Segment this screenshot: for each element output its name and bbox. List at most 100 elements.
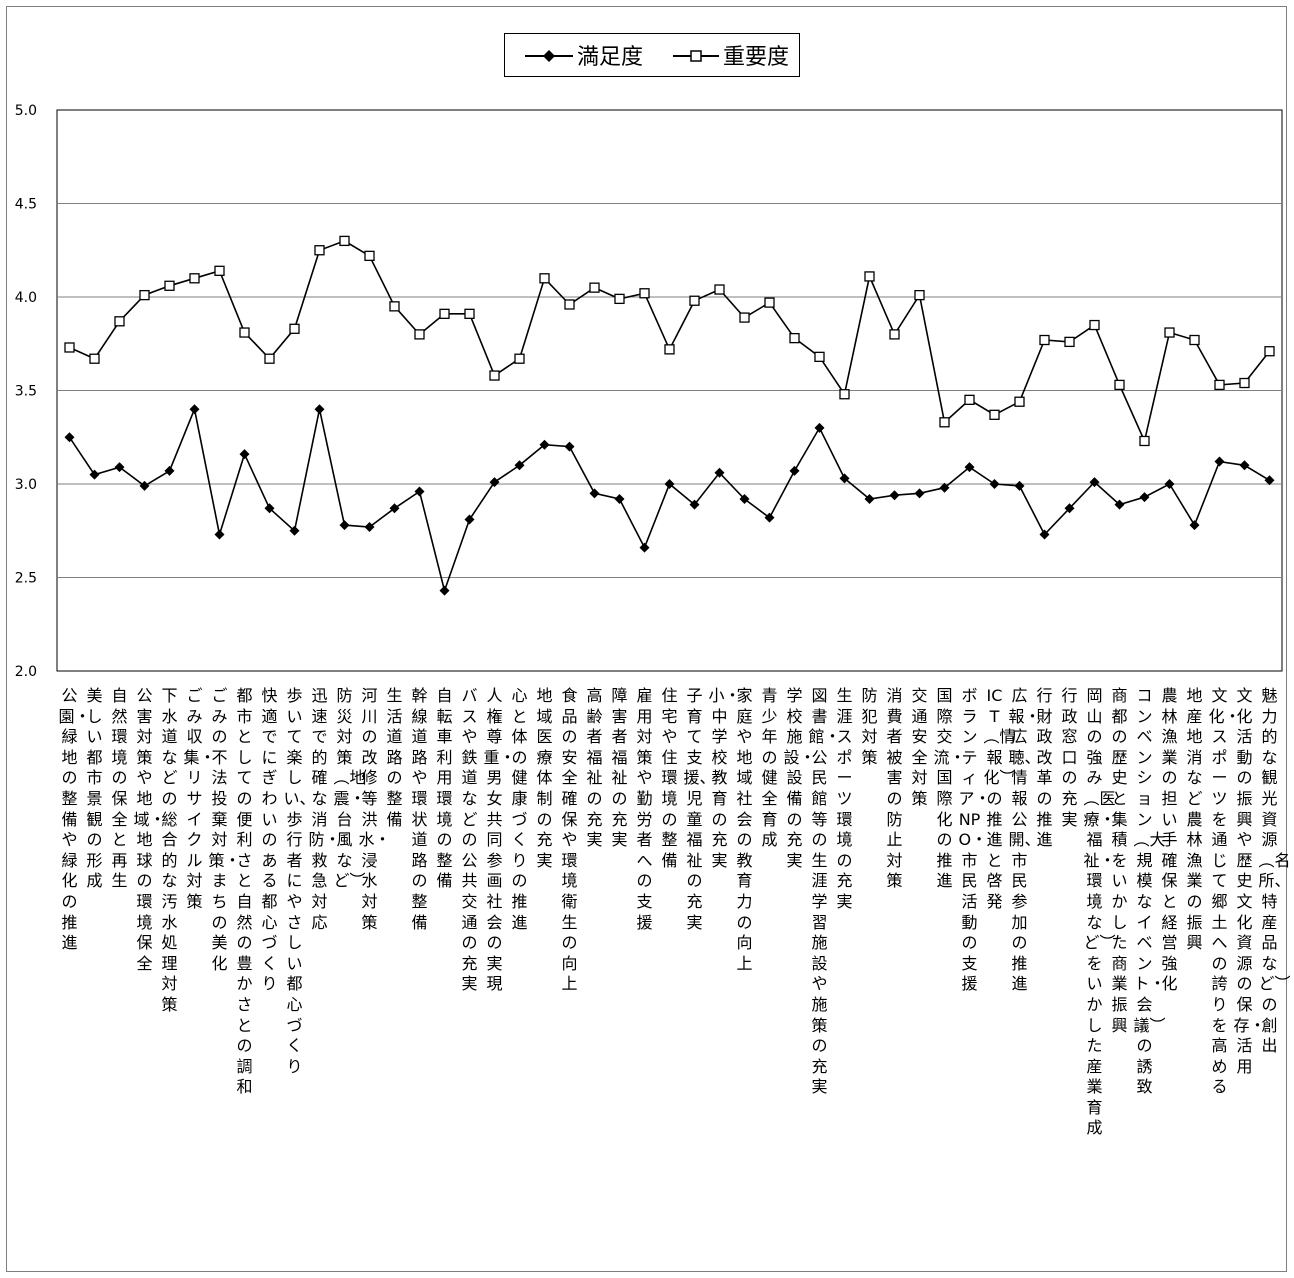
x-category-label: 食品の安全確保や環境衛生の向上 <box>561 686 578 994</box>
importance-point <box>1064 336 1075 348</box>
importance-point <box>814 351 825 362</box>
importance-point <box>89 353 100 364</box>
satisfaction-point <box>1089 477 1100 488</box>
x-category-label: 高齢者福祉の充実 <box>586 686 603 850</box>
legend: 満足度 重要度 <box>504 33 800 77</box>
importance-point <box>464 308 475 319</box>
importance-point <box>539 273 550 284</box>
importance-point <box>314 245 325 256</box>
satisfaction-point <box>764 512 775 523</box>
x-category-label: 心と体の健康づくりの推進 <box>511 686 528 932</box>
satisfaction-point <box>439 585 450 596</box>
satisfaction-point <box>714 467 725 478</box>
y-tick-label: 5.0 <box>15 103 37 119</box>
satisfaction-point <box>389 503 400 514</box>
satisfaction-point <box>564 441 575 452</box>
y-tick-label: 3.5 <box>15 384 37 400</box>
importance-point <box>1089 319 1100 331</box>
satisfaction-point <box>1214 456 1225 467</box>
importance-point <box>489 370 500 381</box>
importance-point <box>389 301 400 312</box>
satisfaction-point <box>1114 499 1125 510</box>
satisfaction-point <box>1164 479 1175 489</box>
importance-point <box>64 342 75 353</box>
importance-point <box>239 327 250 338</box>
y-tick-label: 3.0 <box>15 477 37 493</box>
chart-frame <box>6 6 1287 1272</box>
x-category-label: 地域医療体制の充実 <box>536 686 553 870</box>
x-category-label: 防災対策︵地震・台風など︶ <box>333 686 366 891</box>
x-category-label: 生涯スポーツ環境の充実 <box>836 686 853 911</box>
x-category-label: 小・中学校教育の充実 <box>708 686 741 870</box>
x-category-label: ボランティア・NPO・市民活動の支援 <box>958 686 991 994</box>
satisfaction-point <box>289 525 300 536</box>
satisfaction-point <box>814 422 825 433</box>
x-category-label: 地産地消など農林漁業の振興 <box>1186 686 1203 953</box>
importance-point <box>964 394 975 406</box>
satisfaction-point <box>414 486 425 497</box>
x-category-label: ごみ収集・リサイクル対策 <box>183 686 216 911</box>
x-category-label: 美しい都市景観の形成 <box>86 686 103 891</box>
x-category-label: 広報・広聴、情報公開、市民参加の推進 <box>1008 686 1041 994</box>
x-category-label: 河川の改修等洪水・浸水対策 <box>358 686 391 932</box>
satisfaction-point <box>514 460 525 471</box>
x-category-label: 障害者福祉の充実 <box>611 686 628 850</box>
importance-point <box>1214 379 1225 391</box>
importance-point <box>864 271 875 282</box>
satisfaction-point <box>1264 475 1275 486</box>
importance-point <box>189 273 200 284</box>
satisfaction-point <box>1014 480 1025 491</box>
satisfaction-point <box>89 469 100 480</box>
legend-label-importance: 重要度 <box>723 45 789 70</box>
x-category-label: 迅速で的確な消防・救急対応 <box>308 686 341 932</box>
importance-point <box>214 265 225 276</box>
importance-point <box>914 289 925 301</box>
x-category-label: 人権尊重・男女共同参画社会の実現 <box>483 686 516 994</box>
importance-point <box>614 293 625 305</box>
x-category-label: 子育て支援、児童福祉の充実 <box>683 686 716 932</box>
satisfaction-point <box>539 439 550 450</box>
importance-point <box>114 316 125 327</box>
satisfaction-point <box>614 493 625 504</box>
importance-point <box>764 297 775 308</box>
satisfaction-point <box>989 479 1000 489</box>
satisfaction-point <box>464 514 475 525</box>
legend-label-satisfaction: 満足度 <box>577 45 643 70</box>
importance-point <box>564 299 575 310</box>
satisfaction-point <box>964 462 975 473</box>
importance-point <box>1114 379 1125 391</box>
x-category-label: 魅力的な観光資源︵名所、特産品など︶の創出 <box>1258 686 1291 1056</box>
y-tick-label: 2.5 <box>15 571 37 587</box>
x-category-label: 住宅や住環境の整備 <box>661 686 678 870</box>
importance-point <box>1164 327 1175 338</box>
importance-point <box>139 289 150 301</box>
x-category-label: 文化・スポーツを通じて郷土への誇りを高める <box>1208 686 1241 1097</box>
satisfaction-point <box>64 432 75 443</box>
x-category-label: 農林漁業の担い手確保と経営強化 <box>1161 686 1178 994</box>
importance-point <box>989 409 1000 420</box>
satisfaction-point <box>1139 492 1150 503</box>
x-category-label: 商都の歴史と集積をいかした商業振興 <box>1111 686 1128 1035</box>
satisfaction-point <box>839 473 850 484</box>
x-category-label: 国際交流・国際化の推進 <box>933 686 966 891</box>
satisfaction-point <box>864 493 875 504</box>
x-category-label: 歩いて楽しい、歩行者にやさしい都心づくり <box>283 686 316 1076</box>
satisfaction-point <box>689 499 700 510</box>
importance-point <box>414 329 425 340</box>
importance-point <box>589 282 600 293</box>
x-category-label: 岡山の強み︵医療・福祉・環境など︶をいかした産業育成 <box>1083 686 1116 1138</box>
legend-symbol-satisfaction <box>525 50 573 62</box>
x-category-label: 行財政改革の推進 <box>1036 686 1053 850</box>
x-category-label: 公園・緑地の整備や緑化の推進 <box>58 686 91 953</box>
x-category-label: 自然環境の保全と再生 <box>111 686 128 891</box>
x-category-label: コンベンション︵大規模なイベント・会議︶の誘致 <box>1133 686 1166 1097</box>
satisfaction-point <box>789 465 800 476</box>
importance-point <box>1039 334 1050 346</box>
x-category-label: 下水道などの総合的な汚水処理対策 <box>161 686 178 1014</box>
satisfaction-point <box>214 529 225 540</box>
importance-point <box>739 312 750 323</box>
satisfaction-point <box>739 493 750 504</box>
satisfaction-point <box>139 480 150 491</box>
x-category-label: 生活道路の整備 <box>386 686 403 829</box>
importance-point <box>289 323 300 334</box>
